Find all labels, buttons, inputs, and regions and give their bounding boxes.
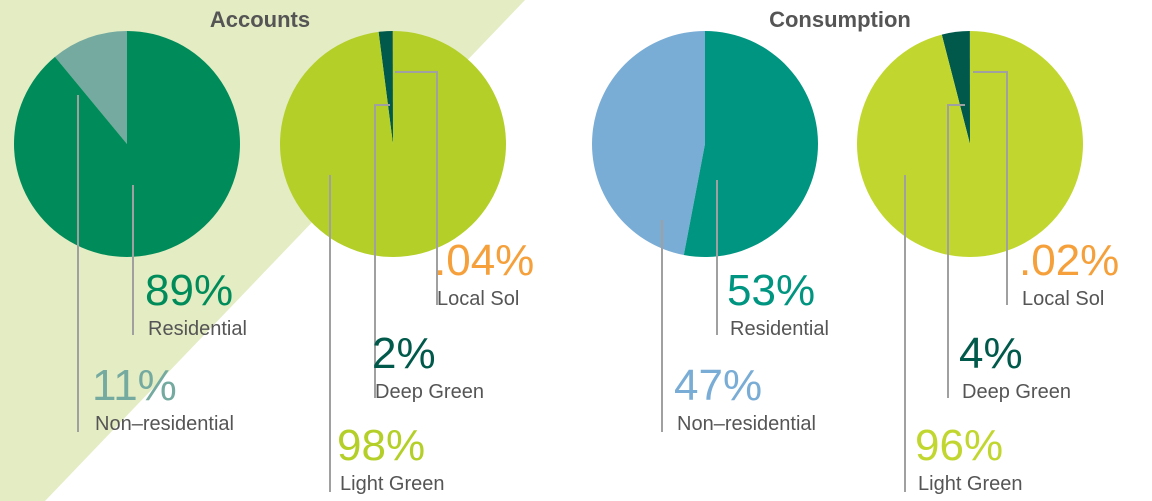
leader-line	[374, 104, 390, 398]
pie-slice	[280, 31, 507, 257]
value-label: 11%	[92, 361, 177, 410]
slice-label: Local Sol	[437, 288, 519, 310]
value-label: 53%	[727, 266, 815, 315]
value-label: 2%	[372, 329, 436, 378]
pie-slice	[941, 31, 970, 144]
slice-label: Light Green	[918, 473, 1023, 495]
value-label: 96%	[915, 421, 1003, 470]
leader-line	[973, 71, 1008, 305]
chart-title: Consumption	[769, 7, 911, 32]
slice-label: Light Green	[340, 473, 445, 495]
slice-label: Deep Green	[962, 381, 1071, 403]
value-label: 47%	[674, 361, 762, 410]
value-label: 4%	[959, 329, 1023, 378]
pie-slice	[378, 31, 393, 144]
pie-slice	[592, 31, 705, 255]
leader-line	[395, 71, 438, 305]
leader-line	[947, 104, 965, 398]
slice-label: Non–residential	[677, 413, 816, 435]
pie-slice	[54, 31, 128, 144]
value-label: 89%	[145, 266, 233, 315]
value-label: 98%	[337, 421, 425, 470]
slice-label: Deep Green	[375, 381, 484, 403]
pie-slice	[14, 31, 241, 257]
value-label: .04%	[434, 236, 534, 285]
slice-label: Non–residential	[95, 413, 234, 435]
pie-slice	[857, 31, 1083, 257]
value-label: .02%	[1019, 236, 1119, 285]
chart-title: Accounts	[210, 7, 310, 32]
slice-label: Residential	[148, 318, 247, 340]
slice-label: Residential	[730, 318, 829, 340]
slice-label: Local Sol	[1022, 288, 1104, 310]
